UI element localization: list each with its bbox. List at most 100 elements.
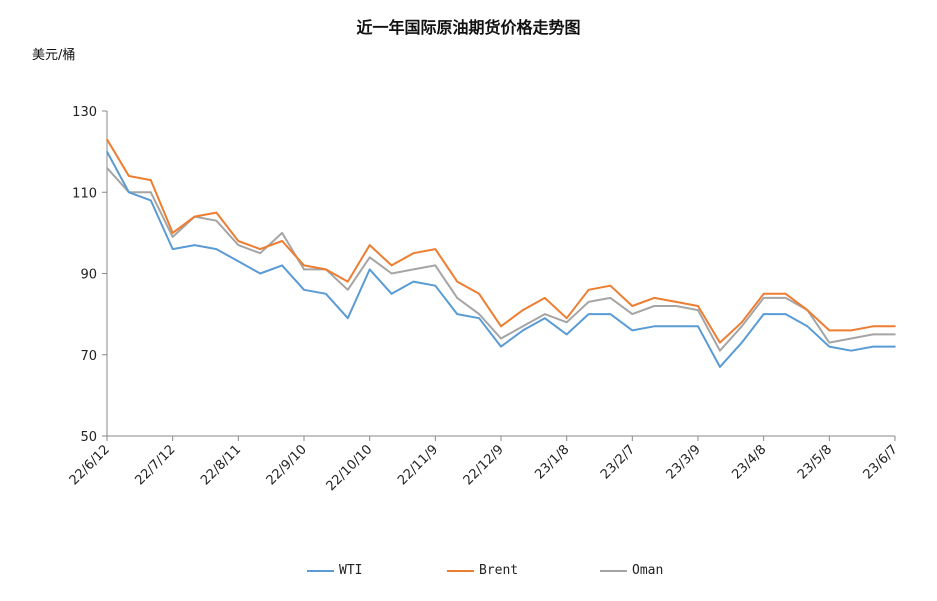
data-point-brent <box>631 305 634 307</box>
data-point-wti <box>719 366 721 368</box>
data-point-brent <box>872 325 874 328</box>
data-point-oman <box>500 337 502 340</box>
legend-item-brent: Brent <box>447 563 518 578</box>
y-axis-unit-label: 美元/桶 <box>32 48 76 63</box>
data-point-wti <box>762 313 765 315</box>
data-point-wti <box>697 325 699 328</box>
x-tick-label: 23/4/8 <box>729 442 769 482</box>
data-point-oman <box>281 232 283 234</box>
series-line-oman <box>106 167 895 352</box>
data-point-brent <box>478 293 480 295</box>
data-point-oman <box>237 244 240 246</box>
data-point-brent <box>390 264 393 267</box>
data-point-oman <box>675 305 677 307</box>
y-tick-label: 130 <box>72 105 97 120</box>
data-point-brent <box>740 321 743 324</box>
data-point-oman <box>740 325 743 328</box>
legend-label-wti: WTI <box>339 563 363 578</box>
data-point-brent <box>784 293 787 295</box>
x-tick-label: 22/6/12 <box>67 442 113 488</box>
x-tick-label: 22/11/9 <box>395 442 441 488</box>
data-point-wti <box>784 313 787 315</box>
x-tick-label: 22/12/9 <box>461 442 507 488</box>
series-line-wti <box>106 151 895 368</box>
data-point-brent <box>215 211 218 214</box>
data-point-wti <box>259 272 262 275</box>
legend-item-oman: Oman <box>600 563 663 578</box>
data-point-brent <box>346 280 349 283</box>
legend-swatch-wti <box>307 569 334 572</box>
data-point-wti <box>872 345 874 348</box>
data-point-oman <box>587 301 590 303</box>
x-tick-label: 22/9/10 <box>264 442 310 488</box>
data-point-oman <box>609 297 612 299</box>
data-point-oman <box>106 167 108 169</box>
data-point-brent <box>456 280 459 283</box>
data-point-wti <box>193 244 196 246</box>
y-tick-label: 90 <box>80 268 97 283</box>
data-point-brent <box>368 244 371 246</box>
data-point-wti <box>850 349 853 352</box>
data-point-oman <box>762 297 765 299</box>
data-point-wti <box>215 248 218 250</box>
x-tick-label: 22/8/11 <box>198 442 244 488</box>
data-point-oman <box>522 325 524 328</box>
data-point-oman <box>259 252 262 254</box>
data-point-oman <box>894 333 896 336</box>
y-tick-label: 110 <box>72 186 97 201</box>
legend-label-brent: Brent <box>479 563 519 578</box>
data-point-oman <box>631 313 634 315</box>
data-point-wti <box>478 317 480 319</box>
data-point-oman <box>478 313 480 315</box>
data-point-brent <box>828 329 831 332</box>
data-point-wti <box>543 317 546 319</box>
data-point-wti <box>237 260 240 263</box>
data-point-oman <box>872 333 874 336</box>
data-point-oman <box>412 268 415 271</box>
data-point-wti <box>894 345 896 348</box>
data-point-wti <box>587 313 590 315</box>
data-point-oman <box>434 264 437 267</box>
data-point-oman <box>543 313 546 315</box>
data-point-wti <box>565 333 568 336</box>
data-point-oman <box>719 349 721 352</box>
data-point-brent <box>565 317 568 319</box>
data-point-wti <box>740 341 743 344</box>
data-point-oman <box>653 305 656 307</box>
legend-label-oman: Oman <box>632 563 664 578</box>
data-point-wti <box>456 313 459 315</box>
x-tick-label: 23/1/8 <box>532 442 572 482</box>
data-point-wti <box>522 329 524 332</box>
x-tick-label: 23/2/7 <box>598 442 638 482</box>
data-point-oman <box>346 288 349 291</box>
data-point-brent <box>719 341 721 344</box>
x-tick-label: 23/5/8 <box>795 442 835 482</box>
legend-swatch-oman <box>600 569 627 572</box>
data-point-wti <box>128 191 130 194</box>
data-point-brent <box>128 175 130 177</box>
data-point-oman <box>303 268 305 271</box>
x-tick-label: 23/6/7 <box>861 442 901 482</box>
data-point-brent <box>543 297 546 299</box>
y-tick-label: 50 <box>80 430 97 445</box>
data-point-brent <box>587 288 590 291</box>
data-point-brent <box>806 309 809 311</box>
data-point-brent <box>281 240 283 242</box>
data-point-brent <box>149 179 152 181</box>
data-point-oman <box>171 236 174 238</box>
data-point-wti <box>828 345 831 348</box>
data-point-brent <box>325 268 327 271</box>
data-point-wti <box>390 293 393 295</box>
x-tick-label: 22/10/10 <box>324 442 376 494</box>
data-point-wti <box>303 288 305 291</box>
data-point-oman <box>784 297 787 299</box>
data-point-oman <box>149 191 152 194</box>
data-point-brent <box>675 301 677 303</box>
data-point-wti <box>346 317 349 319</box>
data-point-wti <box>434 284 437 287</box>
y-tick-label: 70 <box>80 349 97 364</box>
legend-swatch-brent <box>447 569 474 572</box>
data-point-brent <box>193 215 196 218</box>
data-point-wti <box>653 325 656 328</box>
chart-title: 近一年国际原油期货价格走势图 <box>356 18 581 37</box>
